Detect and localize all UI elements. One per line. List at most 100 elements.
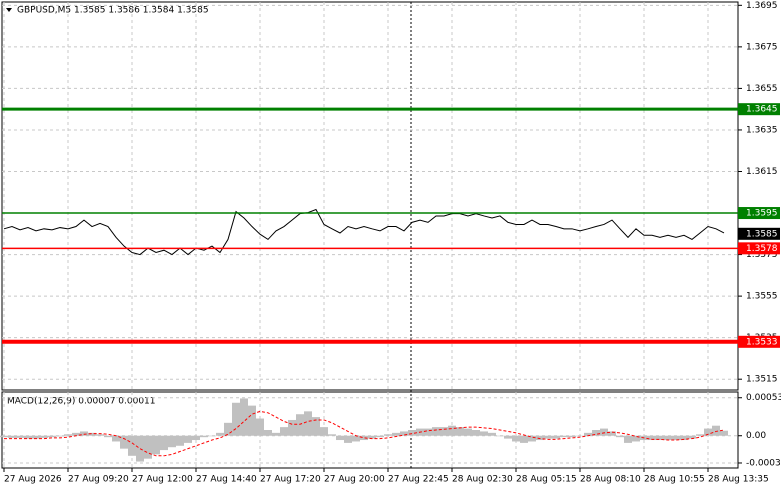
level-label: 1.3533 (746, 337, 778, 347)
y-tick-label: 0.00 (746, 431, 766, 441)
macd-bar (712, 425, 720, 436)
macd-bar (432, 427, 440, 436)
y-tick-label: 1.3695 (746, 1, 778, 11)
x-tick-label: 27 Aug 17:20 (260, 475, 321, 485)
macd-bar (360, 435, 368, 441)
macd-bar (152, 435, 160, 455)
macd-bar (464, 428, 472, 436)
level-label: 1.3595 (746, 209, 778, 219)
series-line (3, 208, 725, 256)
macd-bar (80, 431, 88, 436)
y-tick-label: 1.3555 (746, 292, 778, 302)
macd-bar (128, 435, 136, 456)
macd-bar (48, 435, 56, 438)
x-tick-label: 27 Aug 2026 (4, 475, 62, 485)
macd-bar (680, 435, 688, 441)
macd-bar (632, 435, 640, 442)
macd-bar (224, 422, 232, 436)
macd-bar (160, 435, 168, 451)
macd-bar (136, 435, 144, 462)
x-tick-label: 28 Aug 10:55 (644, 475, 705, 485)
macd-bar (104, 435, 112, 438)
y-tick-label: 0.00053 (746, 393, 781, 403)
macd-bar (184, 435, 192, 443)
macd-bar (280, 427, 288, 436)
macd-bar (0, 435, 8, 438)
x-tick-label: 28 Aug 02:30 (452, 475, 513, 485)
macd-frame (1, 391, 739, 469)
y-tick-label: 1.3635 (746, 125, 778, 135)
macd-bar (568, 435, 576, 438)
menu-arrow[interactable] (6, 8, 12, 12)
macd-bar (16, 435, 24, 438)
macd-bar (232, 402, 240, 436)
level-label: 1.3578 (746, 244, 778, 254)
y-tick-label: 1.3615 (746, 167, 778, 177)
level-tag (738, 207, 780, 220)
macd-bar (488, 432, 496, 436)
macd-bar (72, 432, 80, 436)
macd-bar (616, 435, 624, 438)
x-tick-label: 27 Aug 14:40 (196, 475, 257, 485)
price-tag (738, 227, 780, 240)
macd-bar (240, 398, 248, 436)
y-tick-label: 1.3675 (746, 42, 778, 52)
macd-bar (552, 435, 560, 439)
macd-bar (352, 435, 360, 442)
y-tick-label: 1.3575 (746, 250, 778, 260)
macd-bar (272, 432, 280, 436)
chart-title: GBPUSD,M5 1.3585 1.3586 1.3584 1.3585 (17, 6, 209, 16)
macd-bar (608, 431, 616, 436)
macd-bar (624, 435, 632, 443)
macd-bar (288, 419, 296, 436)
macd-bar (32, 435, 40, 439)
macd-bar (480, 431, 488, 436)
x-tick-label: 28 Aug 08:10 (580, 475, 641, 485)
macd-bar (408, 430, 416, 436)
macd-bar (672, 435, 680, 441)
macd-bar (520, 435, 528, 443)
macd-bar (112, 435, 120, 442)
macd-bar (376, 435, 384, 438)
macd-bar (472, 430, 480, 436)
x-tick-label: 28 Aug 13:35 (708, 475, 769, 485)
macd-bar (64, 434, 72, 436)
macd-bar (328, 434, 336, 436)
level-label: 1.3645 (746, 105, 778, 115)
price-frame (1, 1, 739, 391)
macd-bar (336, 435, 344, 441)
macd-bar (296, 414, 304, 436)
x-tick-label: 27 Aug 12:00 (132, 475, 193, 485)
macd-bar (344, 435, 352, 443)
macd-bar (168, 435, 176, 448)
macd-bar (96, 434, 104, 436)
macd-bar (592, 430, 600, 436)
macd-bar (88, 432, 96, 436)
macd-bar (512, 435, 520, 442)
level-tag (738, 335, 780, 348)
macd-bar (648, 435, 656, 441)
macd-bar (312, 417, 320, 436)
macd-bar (688, 435, 696, 439)
macd-bar (320, 427, 328, 436)
x-tick-label: 27 Aug 20:00 (324, 475, 385, 485)
x-tick-label: 27 Aug 22:45 (388, 475, 449, 485)
level-tag (738, 103, 780, 116)
macd-bar (368, 435, 376, 439)
macd-title: MACD(12,26,9) 0.00007 0.00011 (7, 397, 156, 407)
level-tag (738, 242, 780, 255)
macd-bar (528, 435, 536, 442)
macd-bar (440, 427, 448, 436)
price-label: 1.3585 (746, 229, 778, 239)
macd-bar (304, 411, 312, 436)
macd-bar (576, 435, 584, 437)
macd-bar (144, 435, 152, 459)
macd-bar (40, 435, 48, 438)
macd-bar (192, 435, 200, 441)
macd-bar (8, 435, 16, 438)
y-tick-label: -0.00038 (746, 458, 781, 468)
y-tick-label: 1.3515 (746, 375, 778, 385)
macd-bar (696, 434, 704, 436)
